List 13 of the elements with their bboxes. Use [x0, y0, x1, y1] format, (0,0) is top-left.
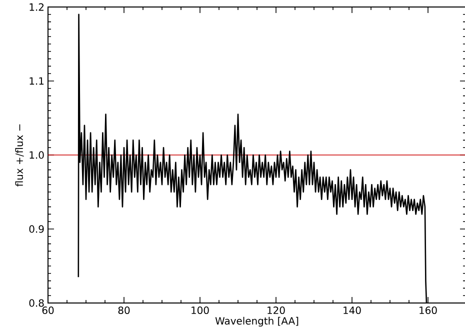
x-tick-label: 160: [420, 306, 437, 314]
x-axis-title: Wavelength [AA]: [215, 316, 298, 327]
x-tick-label: 60: [42, 306, 54, 314]
x-tick-label: 120: [268, 306, 285, 314]
y-axis-title: flux +/flux −: [15, 124, 24, 186]
x-tick-label: 100: [192, 306, 209, 314]
y-tick-label: 1.0: [30, 151, 44, 159]
y-tick-label: 1.1: [30, 77, 44, 85]
y-tick-label: 0.9: [29, 225, 44, 233]
x-tick-label: 80: [118, 306, 130, 314]
x-tick-label: 140: [344, 306, 361, 314]
y-tick-label: 1.2: [30, 3, 44, 11]
y-tick-label: 0.8: [29, 299, 44, 307]
